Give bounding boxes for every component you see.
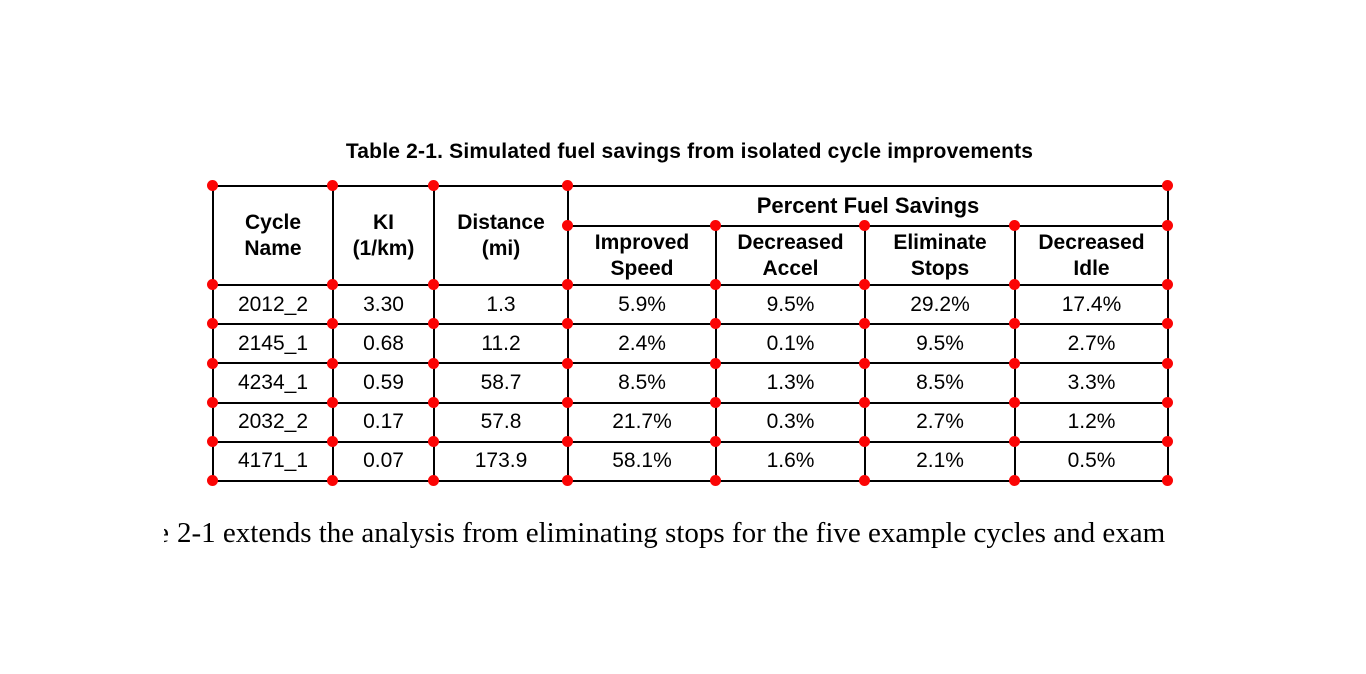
col-header-eliminate-stops: Eliminate Stops [864,225,1016,286]
body-text: 2-1 extends the analysis from eliminatin… [177,517,1166,549]
header-row-sub: Improved Speed Decreased Accel Eliminate… [213,225,1170,286]
cell-decreased-idle: 17.4% [1013,283,1170,326]
table-row: 2145_1 0.68 11.2 2.4% 0.1% 9.5% 2.7% [212,323,1170,365]
cell-decreased-accel: 1.6% [715,440,866,482]
table-row: 4171_1 0.07 173.9 58.1% 1.6% 2.1% 0.5% [212,440,1170,482]
cell-decreased-accel: 0.3% [715,401,866,443]
cell-cycle-name: 4234_1 [212,362,334,404]
header-row-group: Cycle Name KI (1/km) Distance (mi) Perce… [212,185,1170,286]
cell-cycle-name: 2012_2 [212,283,334,326]
col-header-ki: KI (1/km) [332,185,435,286]
cell-eliminate-stops: 29.2% [864,283,1016,326]
clipped-word-fragment: e [164,516,169,550]
cell-decreased-accel: 0.1% [715,323,866,365]
cell-improved-speed: 58.1% [567,440,717,482]
col-header-improved-speed: Improved Speed [567,225,717,286]
table-row: 4234_1 0.59 58.7 8.5% 1.3% 8.5% 3.3% [212,362,1170,404]
cell-ki: 0.59 [332,362,435,404]
cell-improved-speed: 5.9% [567,283,717,326]
col-header-decreased-accel: Decreased Accel [715,225,866,286]
cell-decreased-idle: 1.2% [1013,401,1170,443]
cell-ki: 3.30 [332,283,435,326]
table-caption: Table 2-1. Simulated fuel savings from i… [345,140,1034,163]
cell-decreased-accel: 9.5% [715,283,866,326]
cell-eliminate-stops: 2.1% [864,440,1016,482]
cell-eliminate-stops: 8.5% [864,362,1016,404]
col-header-percent-fuel-savings: Percent Fuel Savings [566,185,1170,227]
cell-ki: 0.68 [332,323,435,365]
cell-distance: 57.8 [433,401,569,443]
cell-cycle-name: 2145_1 [212,323,334,365]
cell-ki: 0.17 [332,401,435,443]
cell-cycle-name: 2032_2 [212,401,334,443]
cell-improved-speed: 2.4% [567,323,717,365]
table-row: 2012_2 3.30 1.3 5.9% 9.5% 29.2% 17.4% [212,283,1170,326]
cell-distance: 173.9 [433,440,569,482]
cell-eliminate-stops: 2.7% [864,401,1016,443]
cell-improved-speed: 21.7% [567,401,717,443]
col-header-cycle-name: Cycle Name [212,185,334,286]
cell-eliminate-stops: 9.5% [864,323,1016,365]
fuel-savings-table: Cycle Name KI (1/km) Distance (mi) Perce… [212,185,1170,482]
cell-distance: 1.3 [433,283,569,326]
cell-distance: 11.2 [433,323,569,365]
cell-distance: 58.7 [433,362,569,404]
cell-improved-speed: 8.5% [567,362,717,404]
cell-decreased-idle: 0.5% [1013,440,1170,482]
cell-decreased-accel: 1.3% [715,362,866,404]
table-row: 2032_2 0.17 57.8 21.7% 0.3% 2.7% 1.2% [212,401,1170,443]
col-header-distance: Distance (mi) [433,185,569,286]
col-header-decreased-idle: Decreased Idle [1013,225,1170,286]
cell-decreased-idle: 2.7% [1013,323,1170,365]
cell-ki: 0.07 [332,440,435,482]
cell-cycle-name: 4171_1 [212,440,334,482]
cell-decreased-idle: 3.3% [1013,362,1170,404]
